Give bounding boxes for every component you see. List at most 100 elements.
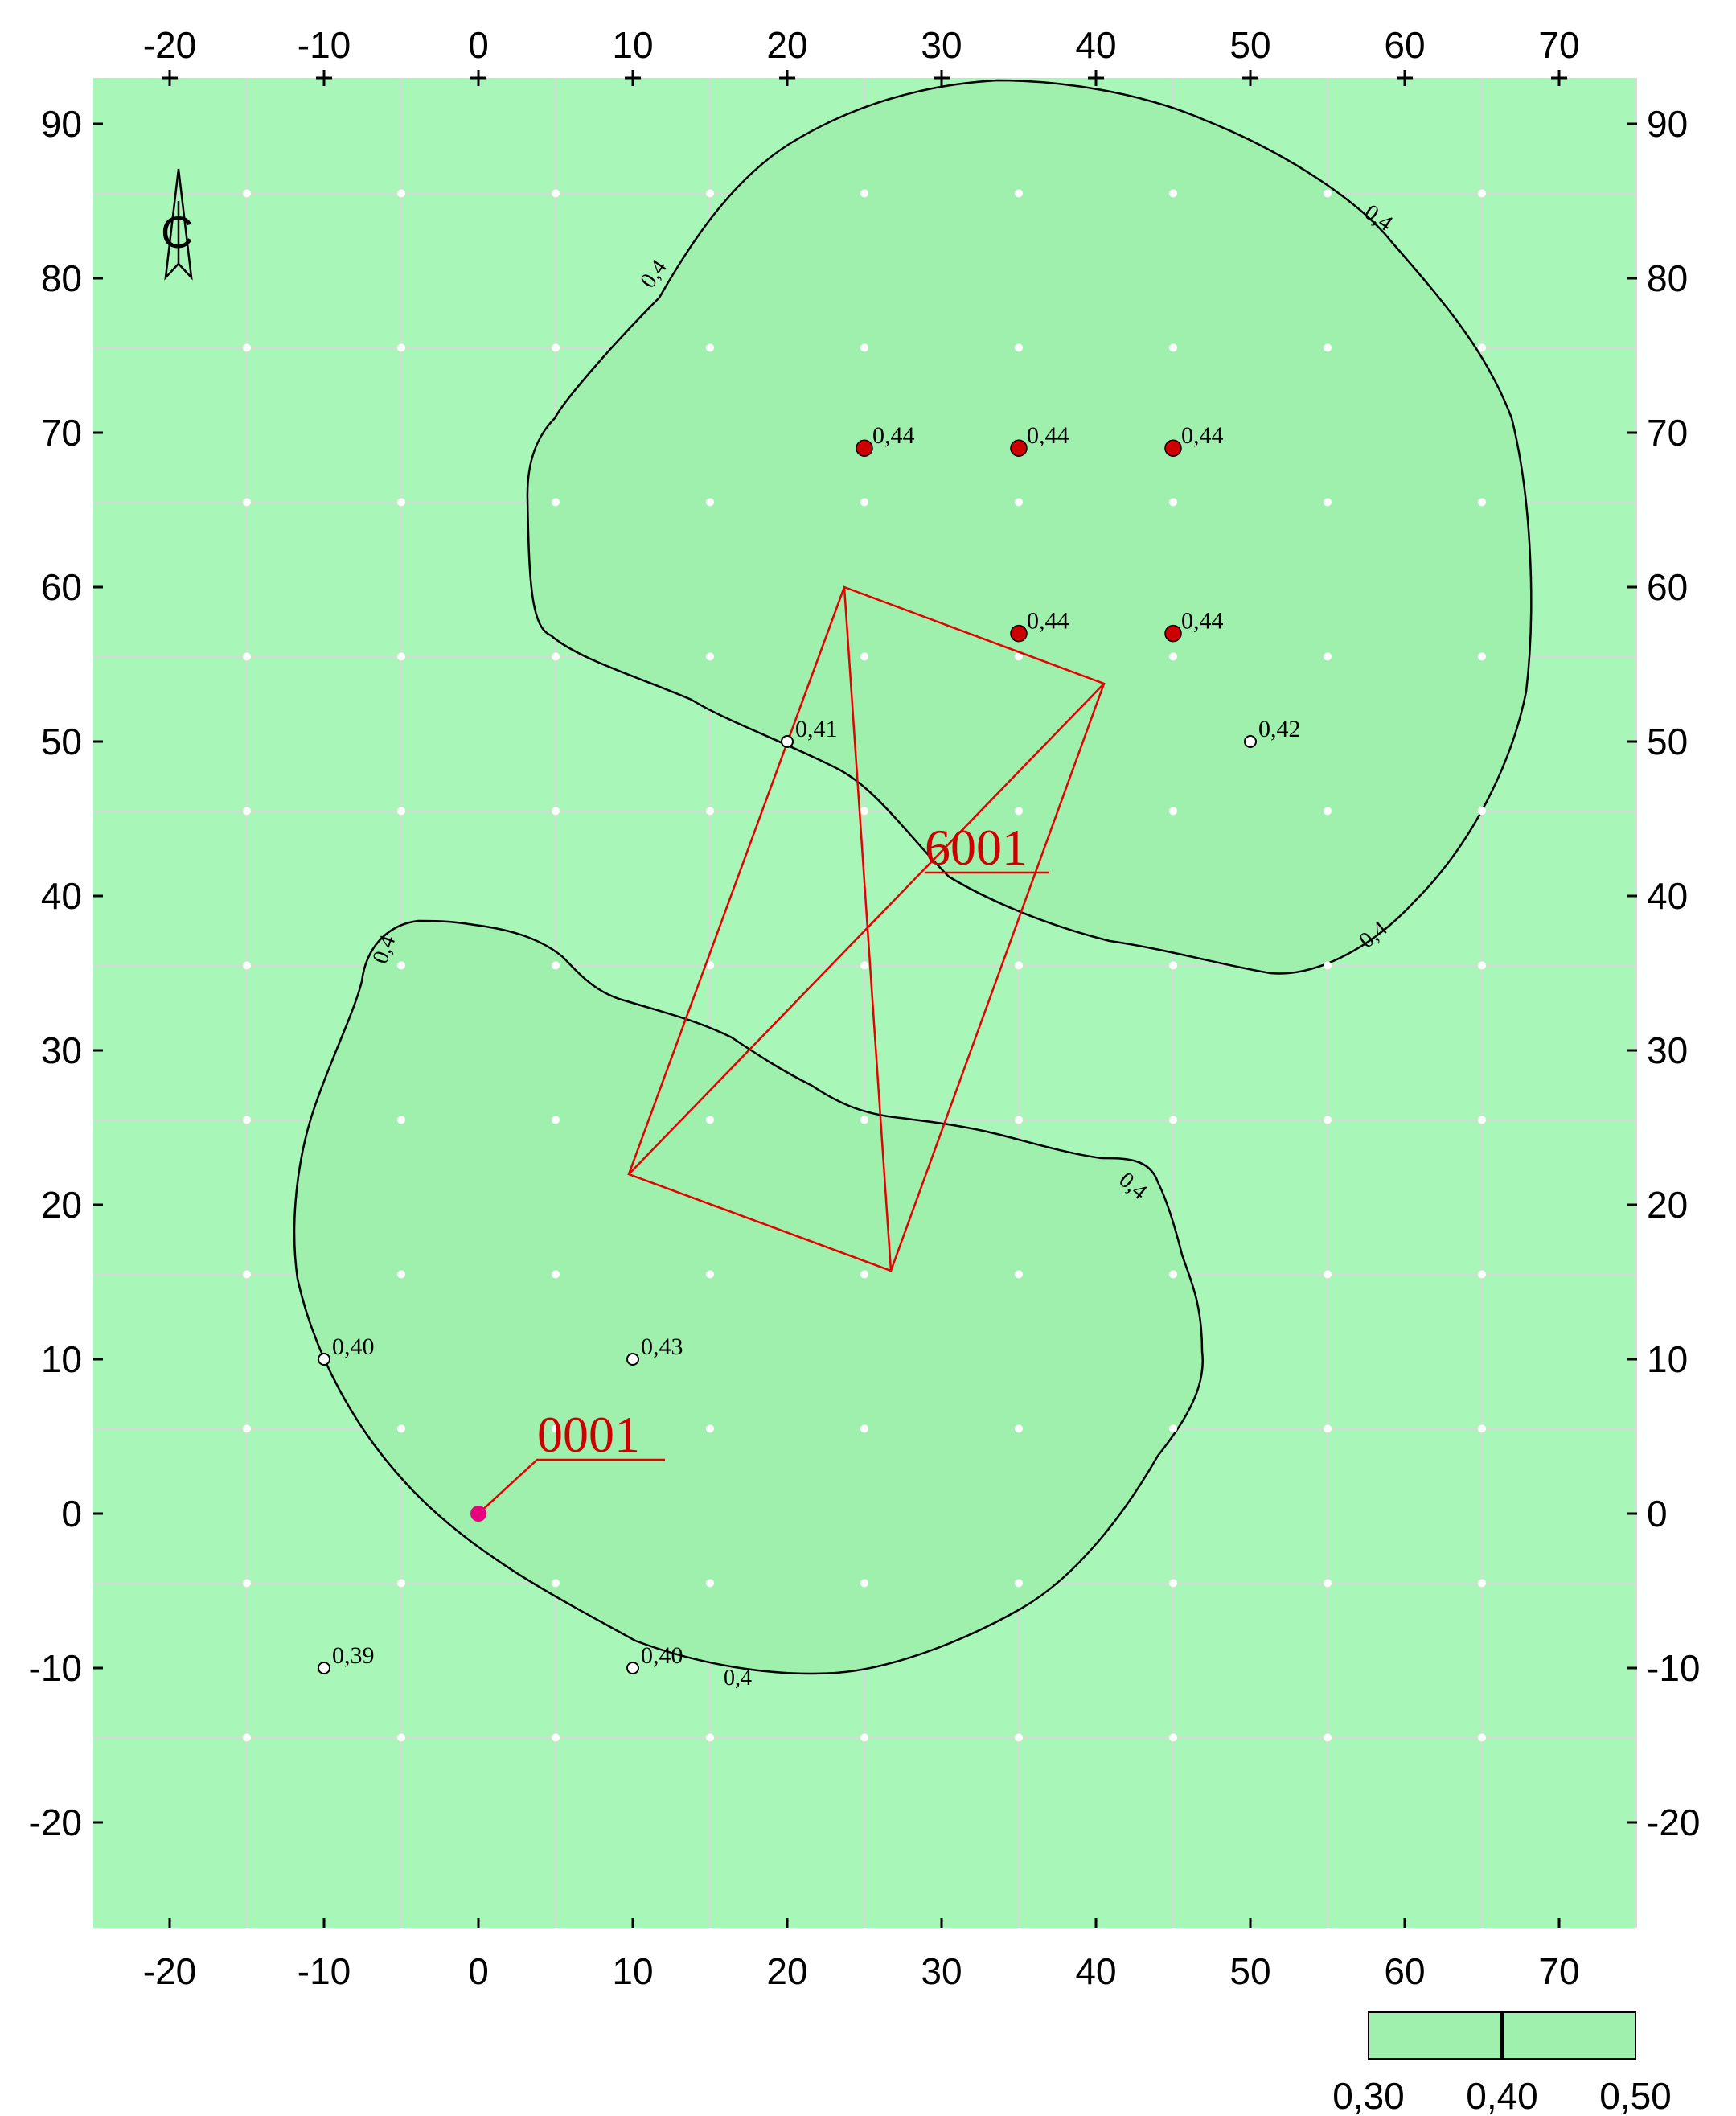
grid-node xyxy=(552,498,560,507)
source-0001-label: 0001 xyxy=(537,1406,640,1463)
grid-node xyxy=(1324,189,1332,198)
grid-node xyxy=(397,1424,405,1433)
grid-node xyxy=(1324,498,1332,507)
grid-node xyxy=(1169,807,1177,816)
grid-node xyxy=(1169,961,1177,970)
grid-node xyxy=(1478,189,1486,198)
contour-zone-south xyxy=(293,919,1204,1675)
x-tick-label-top: 40 xyxy=(1075,24,1116,66)
y-tick-label-left: 90 xyxy=(41,103,82,145)
grid-node xyxy=(860,807,868,816)
grid-node xyxy=(397,1733,405,1742)
y-tick-label-right: 90 xyxy=(1647,103,1688,145)
north-arrow-icon xyxy=(164,168,193,281)
grid-node xyxy=(1169,652,1177,661)
grid-node xyxy=(1324,1733,1332,1742)
grid-node xyxy=(860,1270,868,1279)
x-tick-label-top: 20 xyxy=(766,24,807,66)
grid-node xyxy=(397,1579,405,1588)
grid-node xyxy=(1478,807,1486,816)
grid-node xyxy=(1478,343,1486,352)
legend: 0,30 0,40 0,50 xyxy=(1332,2011,1672,2116)
axis-bottom: -20 -10 0 10 20 30 40 50 60 70 xyxy=(143,1918,1580,1992)
grid-node xyxy=(706,961,714,970)
source-0001[interactable]: 0001 xyxy=(470,1406,665,1522)
y-tick-label-right: 10 xyxy=(1647,1338,1688,1380)
source-6001[interactable]: 6001 xyxy=(627,585,1106,1272)
grid-node xyxy=(1169,1424,1177,1433)
calc-point-value: 0,44 xyxy=(872,422,915,449)
x-tick-label-bottom: 40 xyxy=(1075,1950,1116,1992)
grid-node xyxy=(1324,1579,1332,1588)
source-6001-diagonal xyxy=(628,683,1105,1175)
x-tick-label-top: 60 xyxy=(1384,24,1425,66)
axis-right: 90 80 70 60 50 40 30 20 10 0 -10 -20 xyxy=(1627,103,1700,1843)
grid-node xyxy=(1478,1424,1486,1433)
north-arrow: С xyxy=(161,168,193,281)
grid-node xyxy=(1478,961,1486,970)
grid-node xyxy=(1015,1424,1023,1433)
calc-point-marker xyxy=(318,1662,330,1674)
grid-node xyxy=(1015,1733,1023,1742)
x-tick-label-top: 10 xyxy=(612,24,653,66)
calc-point-value: 0,42 xyxy=(1258,716,1301,742)
grid-node xyxy=(860,1116,868,1124)
grid-node xyxy=(397,498,405,507)
source-0001-marker xyxy=(470,1506,486,1522)
north-arrow-label: С xyxy=(161,207,193,257)
grid-node xyxy=(706,189,714,198)
source-6001-label: 6001 xyxy=(925,819,1028,876)
y-tick-label-right: 0 xyxy=(1647,1493,1668,1535)
grid-node xyxy=(1478,1579,1486,1588)
grid-node xyxy=(860,652,868,661)
contour-level-label: 0,4 xyxy=(724,1666,752,1691)
y-tick-label-right: 40 xyxy=(1647,875,1688,917)
max-point-marker xyxy=(1164,624,1182,643)
grid-node xyxy=(243,1733,251,1742)
y-tick-label-right: -20 xyxy=(1647,1802,1700,1843)
y-tick-label-left: 50 xyxy=(41,721,82,762)
grid-node xyxy=(1478,1116,1486,1124)
calc-point-marker xyxy=(1244,735,1257,748)
legend-label-mid: 0,40 xyxy=(1466,2075,1538,2116)
grid-node xyxy=(706,652,714,661)
y-tick-label-right: 30 xyxy=(1647,1029,1688,1071)
grid-node xyxy=(1324,1424,1332,1433)
grid-node xyxy=(1324,961,1332,970)
grid-node xyxy=(860,961,868,970)
calc-point-value: 0,41 xyxy=(795,716,838,742)
grid-node xyxy=(1169,1733,1177,1742)
y-tick-label-left: 70 xyxy=(41,412,82,454)
grid-node xyxy=(1169,1270,1177,1279)
y-tick-label-right: 20 xyxy=(1647,1184,1688,1226)
grid-node xyxy=(1169,343,1177,352)
grid-node xyxy=(243,1270,251,1279)
grid-node xyxy=(1015,1579,1023,1588)
calc-point-marker xyxy=(626,1662,639,1674)
grid-node xyxy=(706,1270,714,1279)
calc-point-value: 0,44 xyxy=(1181,608,1224,635)
y-tick-label-right: 80 xyxy=(1647,257,1688,299)
grid-node xyxy=(552,1116,560,1124)
grid-node xyxy=(706,1733,714,1742)
x-tick-label-bottom: 20 xyxy=(766,1950,807,1992)
y-tick-label-left: 20 xyxy=(41,1184,82,1226)
y-tick-label-right: 60 xyxy=(1647,566,1688,608)
grid-node xyxy=(860,1733,868,1742)
grid-node xyxy=(1015,1116,1023,1124)
axis-left: 90 80 70 60 50 40 30 20 10 0 -10 -20 xyxy=(29,103,103,1843)
x-tick-label-top: 30 xyxy=(921,24,962,66)
grid-node xyxy=(1478,1270,1486,1279)
grid-node xyxy=(397,343,405,352)
y-tick-label-left: -10 xyxy=(29,1647,82,1689)
grid-node xyxy=(1169,189,1177,198)
grid-node xyxy=(1015,807,1023,816)
grid-node xyxy=(243,807,251,816)
calc-point-value: 0,39 xyxy=(332,1642,375,1669)
y-tick-label-left: 0 xyxy=(61,1493,82,1535)
grid-node xyxy=(706,1579,714,1588)
grid-node xyxy=(397,807,405,816)
grid-node xyxy=(243,652,251,661)
grid-node xyxy=(1015,1270,1023,1279)
